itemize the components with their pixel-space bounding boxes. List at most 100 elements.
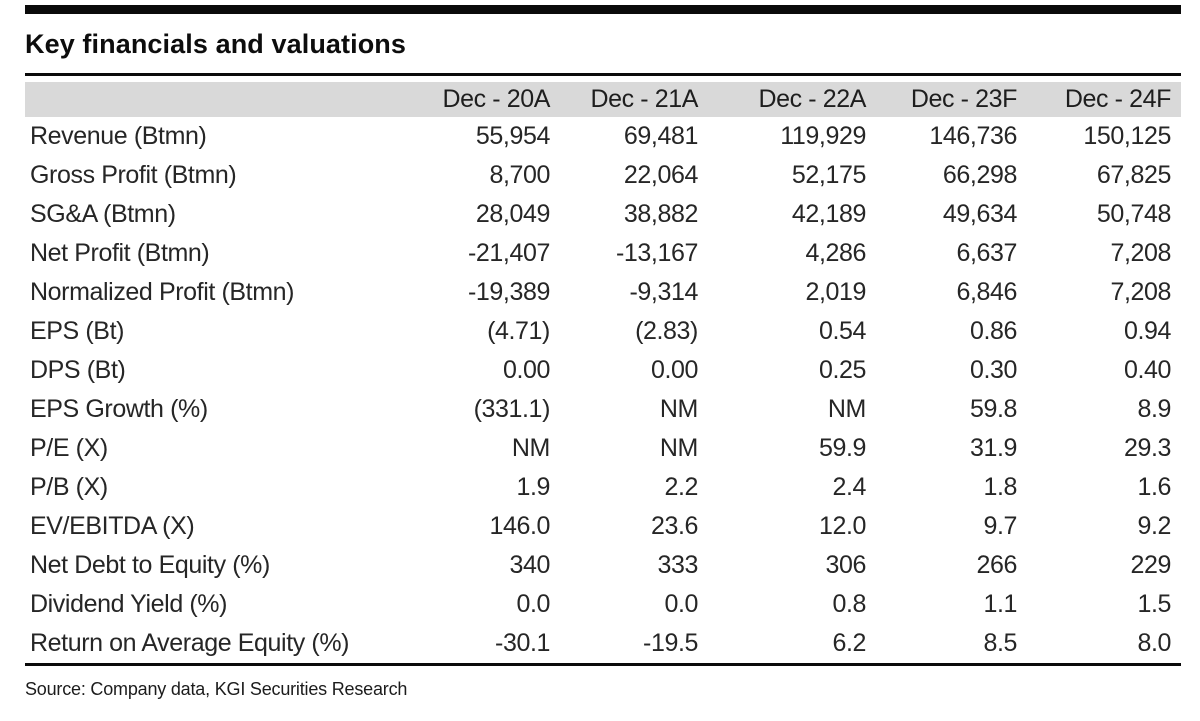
value-cell: 146.0 [489,512,550,540]
table-row: DPS (Bt) 0.00 0.00 0.25 0.30 0.40 [25,351,1181,390]
bottom-rule [25,663,1181,666]
row-label: EPS (Bt) [30,317,125,345]
period-column-header: Dec - 24F [1027,82,1181,117]
value-cell: 69,481 [623,122,698,150]
value-cell: 7,208 [1110,239,1171,267]
table-row: Net Profit (Btmn) -21,407 -13,167 4,286 6,63… [25,234,1181,273]
value-cell: 59.9 [818,434,866,462]
value-cell: -9,314 [629,278,699,306]
value-cell: 2,019 [805,278,866,306]
table-row: Revenue (Btmn) 55,954 69,481 119,929 146,736… [25,117,1181,156]
value-cell: 229 [1130,551,1171,579]
value-cell: 0.0 [516,590,550,618]
value-cell: 1.1 [983,590,1017,618]
row-label: P/B (X) [30,473,108,501]
value-cell: 333 [657,551,698,579]
value-cell: 22,064 [623,161,698,189]
top-rule-thick [25,5,1181,14]
value-cell: 23.6 [650,512,698,540]
period-column-header: Dec - 22A [708,82,876,117]
value-cell: 8.5 [983,629,1017,657]
period-column-header: Dec - 20A [410,82,560,117]
value-cell: 31.9 [969,434,1017,462]
report-page: Key financials and valuations Dec - 20A D… [25,5,1181,700]
source-note: Source: Company data, KGI Securities Res… [25,679,408,699]
table-row: SG&A (Btmn) 28,049 38,882 42,189 49,634 50,74… [25,195,1181,234]
row-label: Revenue (Btmn) [30,122,207,150]
value-cell: 6,637 [956,239,1017,267]
value-cell: -30.1 [495,629,550,657]
row-label: Return on Average Equity (%) [30,629,350,657]
row-label: Net Profit (Btmn) [30,239,210,267]
value-cell: (4.71) [487,317,550,345]
value-cell: NM [659,434,698,462]
table-row: Dividend Yield (%) 0.0 0.0 0.8 1.1 1.5 [25,585,1181,624]
value-cell: 52,175 [791,161,866,189]
value-cell: 0.86 [969,317,1017,345]
value-cell: 6,846 [956,278,1017,306]
value-cell: NM [659,395,698,423]
value-cell: 8,700 [489,161,550,189]
value-cell: -19,389 [468,278,550,306]
value-cell: 306 [825,551,866,579]
value-cell: 8.9 [1137,395,1171,423]
table-row: EV/EBITDA (X) 146.0 23.6 12.0 9.7 9.2 [25,507,1181,546]
value-cell: NM [827,395,866,423]
metric-column-header [25,82,410,117]
value-cell: 0.00 [650,356,698,384]
period-column-header: Dec - 21A [560,82,708,117]
value-cell: -21,407 [468,239,550,267]
value-cell: 0.30 [969,356,1017,384]
value-cell: 0.54 [818,317,866,345]
table-header-row: Dec - 20A Dec - 21A Dec - 22A Dec - 23F Dec … [25,82,1181,117]
value-cell: -13,167 [616,239,698,267]
value-cell: 67,825 [1096,161,1171,189]
table-row: EPS Growth (%) (331.1) NM NM 59.8 8.9 [25,390,1181,429]
table-row: Return on Average Equity (%) -30.1 -19.5 6.… [25,624,1181,663]
value-cell: 49,634 [942,200,1017,228]
value-cell: 0.40 [1123,356,1171,384]
value-cell: 340 [509,551,550,579]
value-cell: 38,882 [623,200,698,228]
value-cell: 119,929 [780,122,866,150]
table-row: Net Debt to Equity (%) 340 333 306 266 229 [25,546,1181,585]
row-label: Net Debt to Equity (%) [30,551,270,579]
value-cell: NM [511,434,550,462]
period-column-header: Dec - 23F [876,82,1027,117]
value-cell: 59.8 [969,395,1017,423]
value-cell: 66,298 [942,161,1017,189]
table-row: Normalized Profit (Btmn) -19,389 -9,314 2,0… [25,273,1181,312]
page-title: Key financials and valuations [25,29,407,59]
row-label: DPS (Bt) [30,356,126,384]
value-cell: 1.6 [1137,473,1171,501]
table-row: P/E (X) NM NM 59.9 31.9 29.3 [25,429,1181,468]
row-label: Gross Profit (Btmn) [30,161,237,189]
value-cell: 29.3 [1123,434,1171,462]
table-row: EPS (Bt) (4.71) (2.83) 0.54 0.86 0.94 [25,312,1181,351]
value-cell: 0.8 [832,590,866,618]
table-row: Gross Profit (Btmn) 8,700 22,064 52,175 66,2… [25,156,1181,195]
value-cell: 4,286 [805,239,866,267]
value-cell: 9.2 [1137,512,1171,540]
value-cell: 0.25 [818,356,866,384]
value-cell: 50,748 [1096,200,1171,228]
row-label: SG&A (Btmn) [30,200,176,228]
value-cell: (331.1) [473,395,551,423]
value-cell: 0.0 [664,590,698,618]
row-label: Normalized Profit (Btmn) [30,278,295,306]
table-row: P/B (X) 1.9 2.2 2.4 1.8 1.6 [25,468,1181,507]
value-cell: 2.2 [664,473,698,501]
value-cell: 146,736 [929,122,1017,150]
value-cell: 0.00 [502,356,550,384]
value-cell: 0.94 [1123,317,1171,345]
value-cell: 1.9 [516,473,550,501]
value-cell: 1.8 [983,473,1017,501]
value-cell: 6.2 [832,629,866,657]
row-label: EPS Growth (%) [30,395,208,423]
value-cell: 266 [976,551,1017,579]
title-rule [25,73,1181,76]
value-cell: 2.4 [832,473,866,501]
value-cell: 42,189 [791,200,866,228]
value-cell: 7,208 [1110,278,1171,306]
value-cell: 55,954 [475,122,550,150]
